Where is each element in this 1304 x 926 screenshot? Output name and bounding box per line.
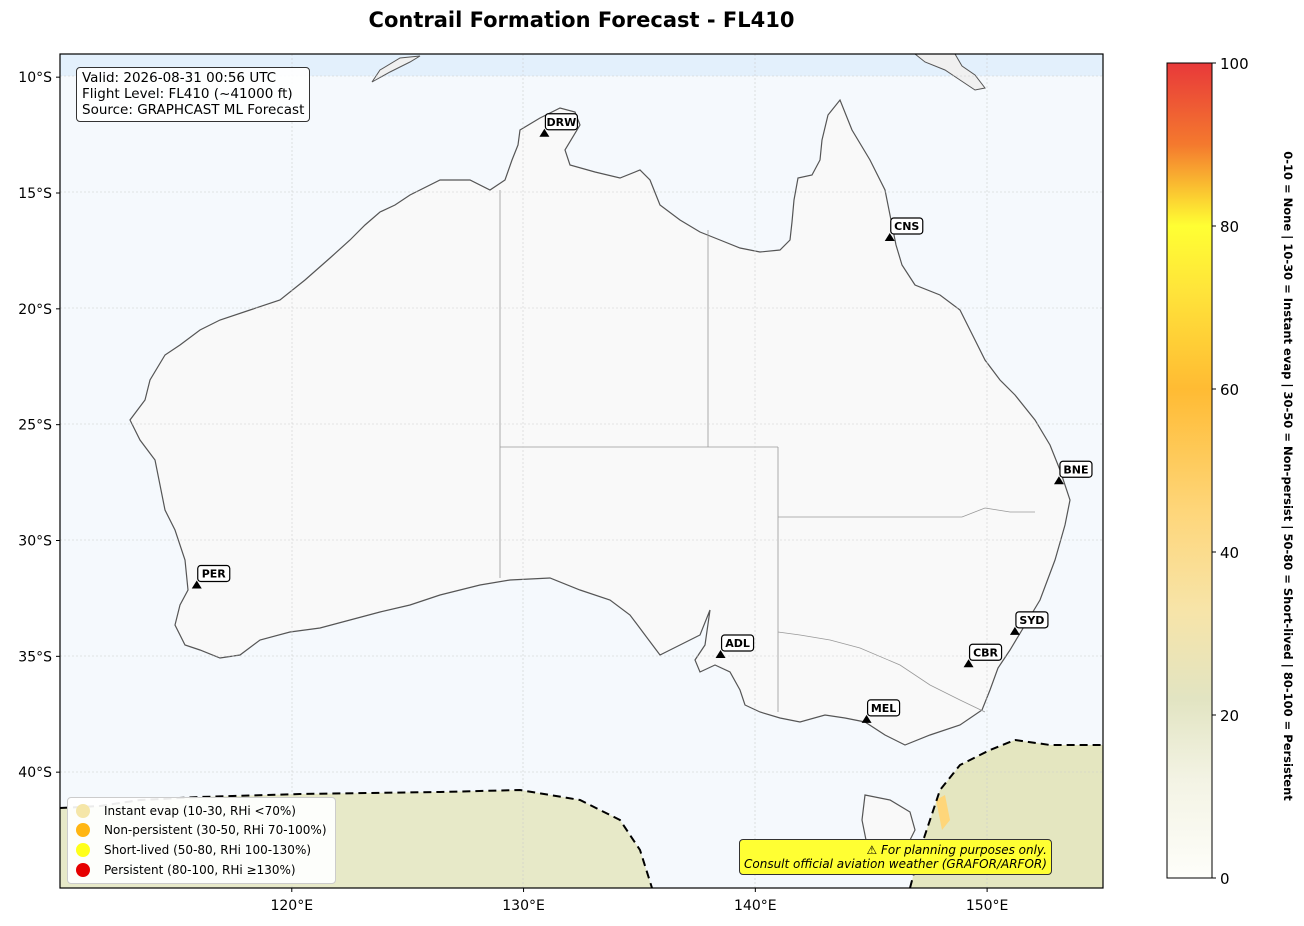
legend-dot [76, 862, 90, 877]
airport-marker-icon [1009, 626, 1020, 635]
airport-marker-icon [884, 233, 895, 242]
airport-per[interactable]: PER [191, 564, 231, 589]
airport-label-box [1015, 611, 1049, 629]
legend-item-instant: Instant evap (10-30, RHi <70%) [76, 801, 327, 821]
lon-tick-label: 150°E [966, 898, 1009, 914]
airport-cbr[interactable]: CBR [963, 643, 1003, 668]
legend-dot [76, 803, 90, 818]
chart-title: Contrail Formation Forecast - FL410 [368, 8, 795, 32]
colorbar-tick-label: 80 [1220, 218, 1239, 236]
airport-marker-icon [1053, 476, 1064, 485]
airport-code: SYD [1019, 614, 1044, 627]
contrail-boundary-southeast [909, 738, 1103, 888]
contrail-boundary-southwest [60, 788, 653, 888]
airport-code: PER [202, 568, 227, 581]
airport-label-box [866, 699, 901, 717]
airport-code: CNS [894, 220, 919, 233]
legend-label: Instant evap (10-30, RHi <70%) [104, 803, 296, 818]
colorbar-tick-label: 60 [1220, 381, 1239, 399]
legend-label: Non-persistent (30-50, RHi 70-100%) [104, 823, 327, 838]
airport-mel[interactable]: MEL [861, 699, 901, 723]
colorbar-ticks: 0 20 40 60 80 100 [1212, 55, 1249, 888]
airport-code: CBR [973, 646, 998, 659]
airport-marker-icon [539, 128, 550, 137]
timor-region [371, 55, 421, 83]
lat-tick-label: 15°S [18, 186, 52, 202]
disclaimer-line-1: ⚠ For planning purposes only. [866, 843, 1047, 857]
airport-label-box [720, 634, 755, 652]
legend-dot [76, 823, 90, 838]
gridlines [60, 54, 1103, 888]
info-box: Valid: 2026-08-31 00:56 UTC Flight Level… [76, 67, 311, 122]
lat-tick-label: 25°S [18, 418, 52, 434]
airport-code: MEL [871, 702, 896, 715]
lat-tick-label: 35°S [18, 649, 52, 665]
legend-label: Persistent (80-100, RHi ≥130%) [104, 862, 296, 877]
airport-adl[interactable]: ADL [715, 634, 755, 659]
valid-time: Valid: 2026-08-31 00:56 UTC [82, 70, 277, 86]
airport-label-box [890, 217, 924, 235]
lat-tick-label: 10°S [18, 70, 52, 86]
lat-tick-label: 30°S [18, 534, 52, 550]
airport-bne[interactable]: BNE [1053, 460, 1093, 485]
airport-drw[interactable]: DRW [539, 113, 579, 137]
airport-marker-icon [191, 580, 202, 589]
northern-band [60, 54, 1103, 76]
airport-label-box [968, 643, 1003, 661]
airport-marker-icon [715, 650, 726, 659]
airport-markers: DRW CNS BNE PER ADL SYD CBR MEL [191, 113, 1093, 723]
lat-tick-label: 40°S [18, 765, 52, 781]
airport-marker-icon [861, 714, 872, 723]
legend-item-shortlived: Short-lived (50-80, RHi 100-130%) [76, 840, 327, 860]
legend-item-persistent: Persistent (80-100, RHi ≥130%) [76, 860, 327, 880]
lon-tick-label: 130°E [502, 898, 545, 914]
airport-code: ADL [725, 637, 750, 650]
state-borders [499, 190, 1035, 713]
airport-label-box [197, 564, 231, 583]
map-frame [59, 53, 1104, 889]
flight-level: Flight Level: FL410 (~41000 ft) [82, 86, 293, 102]
disclaimer-line-2: Consult official aviation weather (GRAFO… [744, 857, 1047, 871]
airport-marker-icon [963, 659, 974, 668]
airport-cns[interactable]: CNS [884, 217, 924, 242]
colorbar-label: 0-10 = None | 10-30 = Instant evap | 30-… [1281, 151, 1295, 801]
airport-label-box [1059, 460, 1093, 478]
colorbar-tick-label: 40 [1220, 544, 1239, 562]
latitude-labels: 10°S 15°S 20°S 25°S 30°S 35°S 40°S [18, 70, 60, 781]
legend-item-nonpersistent: Non-persistent (30-50, RHi 70-100%) [76, 821, 327, 841]
lat-tick-label: 20°S [18, 302, 52, 318]
airport-code: DRW [547, 116, 577, 129]
airport-syd[interactable]: SYD [1009, 611, 1049, 635]
colorbar-tick-label: 20 [1220, 707, 1239, 725]
legend-label: Short-lived (50-80, RHi 100-130%) [104, 842, 312, 857]
planning-disclaimer: ⚠ For planning purposes only. Consult of… [739, 839, 1052, 875]
new-guinea [914, 54, 986, 91]
airport-label-box [544, 113, 579, 131]
colorbar-tick-label: 100 [1220, 55, 1249, 73]
longitude-labels: 120°E 130°E 140°E 150°E [270, 888, 1008, 914]
contrail-patch [936, 795, 950, 830]
lon-tick-label: 140°E [734, 898, 777, 914]
australia-landmass [129, 98, 1071, 746]
colorbar-tick-label: 0 [1220, 870, 1230, 888]
airport-code: BNE [1063, 463, 1088, 476]
legend-dot [76, 842, 90, 857]
colorbar [1166, 62, 1213, 879]
lon-tick-label: 120°E [270, 898, 313, 914]
forecast-source: Source: GRAPHCAST ML Forecast [82, 102, 305, 118]
legend: Instant evap (10-30, RHi <70%) Non-persi… [67, 797, 336, 885]
